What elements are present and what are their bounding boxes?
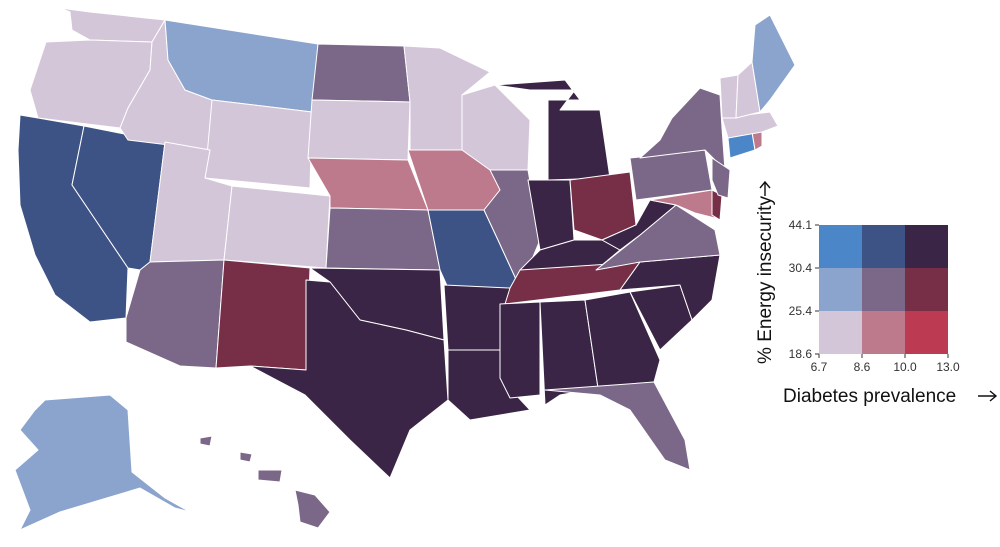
legend-cell xyxy=(905,268,948,311)
x-tick-label: 8.6 xyxy=(854,360,871,374)
legend-cell xyxy=(905,311,948,354)
legend-cell xyxy=(905,225,948,268)
state-NJ[interactable] xyxy=(711,157,731,199)
y-tick-label: 25.4 xyxy=(789,304,813,318)
state-KS[interactable] xyxy=(325,207,441,271)
legend-y-ticks: 18.6 25.4 30.4 44.1 xyxy=(789,218,819,361)
state-ND[interactable] xyxy=(311,43,411,103)
state-TX[interactable] xyxy=(249,279,449,479)
state-MD[interactable] xyxy=(649,189,716,219)
x-tick-label: 13.0 xyxy=(936,360,960,374)
legend-color-grid xyxy=(819,225,948,354)
state-WY[interactable] xyxy=(204,99,313,189)
bivariate-legend: 6.7 8.6 10.0 13.0 18.6 25.4 30.4 44.1 Diabetes… xyxy=(755,180,998,407)
state-GA[interactable] xyxy=(584,291,661,389)
legend-cell xyxy=(862,225,905,268)
state-WA[interactable] xyxy=(59,7,166,43)
state-CA[interactable] xyxy=(17,114,129,323)
x-axis-arrow-icon xyxy=(978,390,998,402)
y-tick-label: 44.1 xyxy=(789,218,813,232)
legend-cell xyxy=(862,311,905,354)
y-axis-title: % Energy insecurity xyxy=(755,196,776,364)
state-AZ[interactable] xyxy=(125,259,225,369)
x-tick-label: 10.0 xyxy=(893,360,917,374)
y-axis-arrow-icon xyxy=(759,180,771,196)
y-tick-label: 18.6 xyxy=(789,347,813,361)
state-SD[interactable] xyxy=(307,99,411,161)
legend-cell xyxy=(862,268,905,311)
state-FL[interactable] xyxy=(544,381,691,471)
state-NY[interactable] xyxy=(639,87,726,171)
state-VT[interactable] xyxy=(719,74,739,119)
state-ME[interactable] xyxy=(751,14,796,113)
legend-cell xyxy=(819,225,862,268)
state-WI[interactable] xyxy=(461,84,531,171)
state-CO[interactable] xyxy=(223,185,331,269)
us-states-layer xyxy=(14,7,796,531)
state-HI[interactable] xyxy=(199,435,331,529)
x-axis-title: Diabetes prevalence xyxy=(783,386,956,407)
y-tick-label: 30.4 xyxy=(789,261,813,275)
legend-cell xyxy=(819,311,862,354)
legend-cell xyxy=(819,268,862,311)
state-MS[interactable] xyxy=(499,301,541,399)
state-AK[interactable] xyxy=(14,394,191,531)
x-tick-label: 6.7 xyxy=(811,360,828,374)
state-NM[interactable] xyxy=(215,259,311,371)
legend-x-ticks: 6.7 8.6 10.0 13.0 xyxy=(811,354,960,374)
